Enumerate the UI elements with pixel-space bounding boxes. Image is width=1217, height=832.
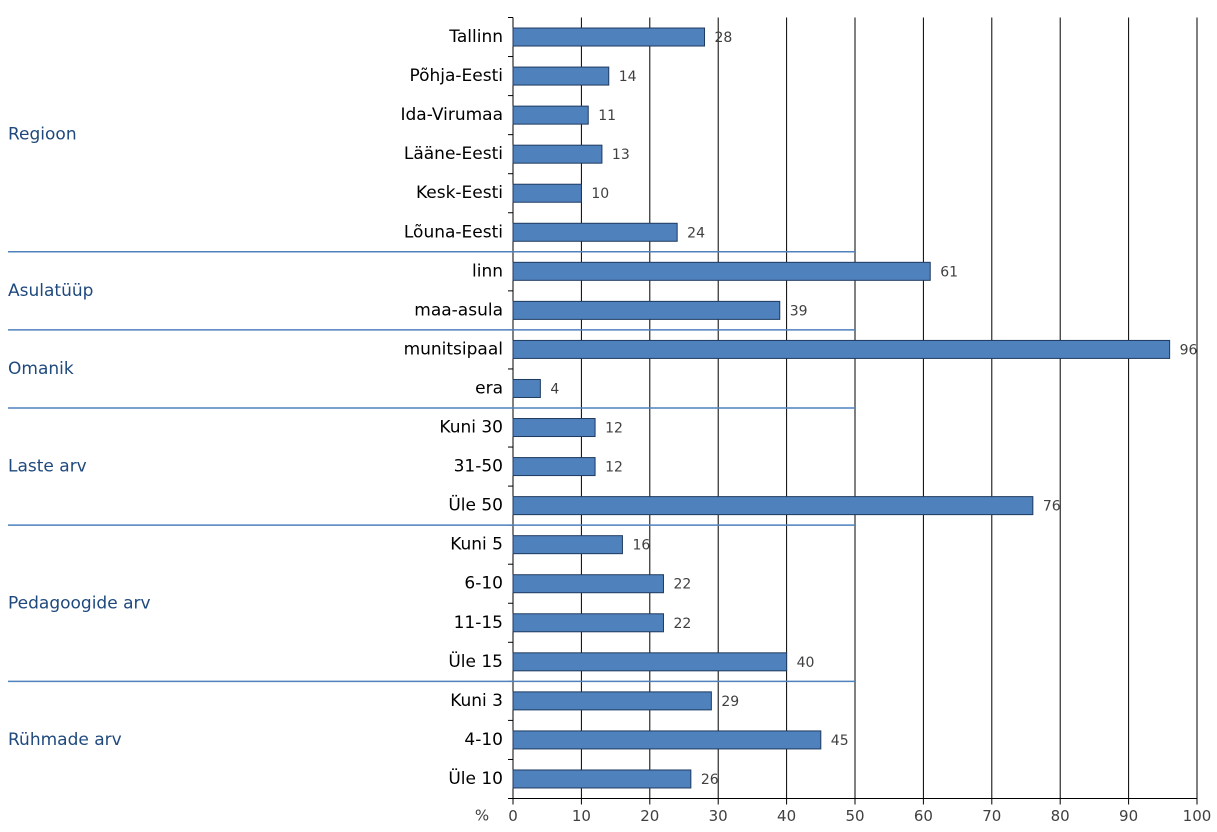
value-label: 39	[790, 303, 808, 319]
x-tick-label: 100	[1183, 807, 1212, 825]
x-tick-label: 30	[709, 807, 728, 825]
group-label: Rühmade arv	[8, 730, 122, 750]
group-label: Laste arv	[8, 457, 87, 477]
bar	[512, 66, 610, 86]
bar	[512, 613, 664, 633]
bar	[512, 457, 596, 477]
value-label: 10	[591, 186, 609, 202]
bar	[512, 339, 1171, 359]
value-label: 4	[550, 381, 559, 397]
x-axis-label: %	[475, 807, 489, 825]
value-label: 96	[1180, 342, 1198, 358]
value-label: 13	[612, 147, 630, 163]
y-tick-label: Kuni 5	[450, 535, 503, 555]
value-label: 26	[701, 772, 719, 788]
y-tick-label: era	[475, 378, 503, 398]
x-tick-label: 60	[914, 807, 933, 825]
x-tick-label: 10	[572, 807, 591, 825]
y-tick-label: linn	[472, 261, 503, 281]
bar	[512, 300, 781, 320]
y-tick-label: 31-50	[454, 457, 503, 477]
value-label: 29	[721, 694, 739, 710]
bar	[512, 105, 589, 125]
y-tick-label: Lääne-Eesti	[404, 144, 503, 164]
value-label: 61	[940, 264, 958, 280]
x-tick-label: 50	[845, 807, 864, 825]
bar	[512, 691, 712, 711]
y-tick-label: Ida-Virumaa	[401, 105, 504, 125]
bar	[512, 652, 788, 672]
group-label: Regioon	[8, 125, 77, 145]
value-label: 28	[715, 30, 733, 46]
value-label: 45	[831, 733, 849, 749]
y-tick-label: Tallinn	[448, 27, 503, 47]
x-tick-label: 0	[508, 807, 518, 825]
bar	[512, 222, 678, 242]
y-tick-label: Kuni 3	[450, 691, 503, 711]
y-tick-label: maa-asula	[414, 300, 503, 320]
bar	[512, 183, 582, 203]
y-tick-label: Lõuna-Eesti	[404, 222, 503, 242]
x-tick-label: 40	[777, 807, 796, 825]
value-label: 11	[598, 108, 616, 124]
bar	[512, 574, 664, 594]
value-label: 14	[619, 69, 637, 85]
y-tick-label: Üle 15	[448, 650, 503, 672]
value-label: 76	[1043, 499, 1061, 515]
y-tick-label: Põhja-Eesti	[409, 66, 503, 86]
bar	[512, 27, 706, 47]
value-label: 16	[632, 538, 650, 554]
y-tick-label: munitsipaal	[404, 339, 503, 359]
group-label: Asulatüüp	[8, 281, 93, 301]
x-tick-label: 80	[1051, 807, 1070, 825]
bar	[512, 378, 541, 398]
x-tick-label: 90	[1119, 807, 1138, 825]
bar	[512, 769, 692, 789]
value-label: 12	[605, 460, 623, 476]
y-tick-label: Üle 50	[448, 494, 503, 516]
bar	[512, 730, 822, 750]
y-tick-label: Kuni 30	[439, 418, 503, 438]
value-label: 22	[673, 577, 691, 593]
bar	[512, 261, 931, 281]
y-tick-label: 11-15	[454, 613, 503, 633]
bar	[512, 496, 1034, 516]
y-tick-label: 6-10	[464, 574, 503, 594]
y-tick-label: Kesk-Eesti	[416, 183, 503, 203]
y-tick-label: 4-10	[464, 730, 503, 750]
value-label: 24	[687, 225, 705, 241]
x-tick-label: 20	[640, 807, 659, 825]
group-label: Omanik	[8, 359, 74, 379]
x-tick-label: 70	[982, 807, 1001, 825]
value-label: 22	[673, 616, 691, 632]
bar	[512, 535, 623, 555]
bar	[512, 144, 603, 164]
y-tick-label: Üle 10	[448, 767, 503, 789]
bar	[512, 418, 596, 438]
value-label: 40	[797, 655, 815, 671]
group-label: Pedagoogide arv	[8, 593, 151, 613]
value-label: 12	[605, 421, 623, 437]
